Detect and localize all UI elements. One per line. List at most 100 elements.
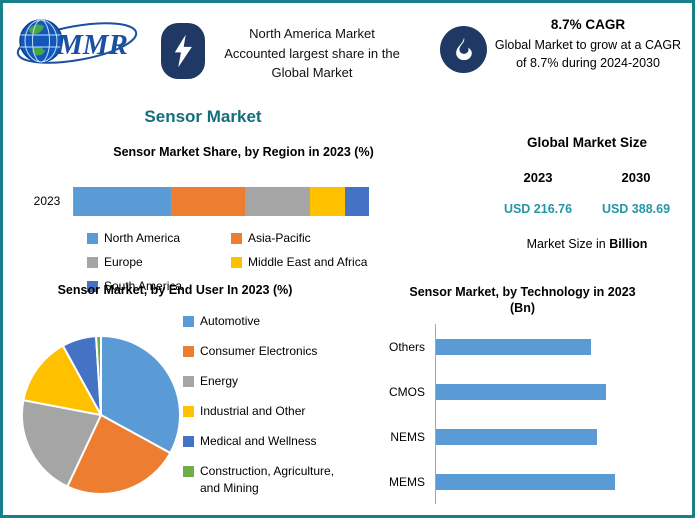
pie-slice-industrial-and-other [22,344,103,417]
bar-segment-north-america [74,186,172,216]
flame-icon [440,26,487,73]
tech-bar-track [435,324,690,370]
cagr-title: 8.7% CAGR [550,17,626,32]
region-stacked-bar [73,186,369,216]
legend-item-asia-pacific: Asia-Pacific [231,230,466,247]
tech-bar-track [435,414,690,460]
page-title: Sensor Market [144,107,262,126]
tech-bar-row-nems: NEMS [355,414,690,460]
highlight-line: Accounted largest share in the [224,45,400,61]
technology-chart-section: Sensor Market, by Technology in 2023 (Bn)… [355,285,690,505]
legend-label: Automotive [200,314,261,328]
bar-segment-europe [245,186,310,216]
tech-category-label: NEMS [390,429,425,444]
legend-label: Energy [200,374,239,388]
tech-bar-row-mems: MEMS [355,459,690,505]
tech-bar-mems [436,473,616,490]
year-label: 2030 [621,170,651,185]
tech-category-label: CMOS [389,384,425,399]
region-chart-title: Sensor Market Share, by Region in 2023 (… [113,145,374,159]
legend-swatch [183,436,194,447]
tech-category-label: MEMS [389,474,425,489]
region-legend: North America Asia-Pacific Europe Middle Ea… [87,230,466,295]
legend-item-south-america: South America [87,278,227,295]
pie-slice-energy [21,399,103,488]
legend-swatch [87,280,98,292]
pie-chart-title: Sensor Market, by End User In 2023 (%) [57,283,293,297]
region-category-label: 2023 [33,194,61,209]
legend-label: Industrial and Other [200,404,306,418]
flame-glyph [455,37,472,60]
tech-title-line: Sensor Market, by Technology in 2023 [409,285,636,299]
mmr-logo: MMR [13,11,153,75]
pie-slice-construction-agriculture-and-mining [94,334,102,416]
tech-bar-nems [436,428,598,445]
legend-swatch [183,346,194,357]
market-value: USD 388.69 [601,202,671,216]
legend-item-automotive: Automotive [183,313,351,330]
legend-swatch [183,316,194,327]
market-value: USD 216.76 [503,202,573,216]
highlight-line: Global Market [271,65,353,80]
legend-swatch [231,256,242,268]
tech-title-line: (Bn) [510,300,535,315]
legend-label: Europe [104,254,143,269]
lightning-bolt-glyph [174,34,192,68]
legend-item-europe: Europe [87,254,227,271]
tech-bar-row-cmos: CMOS [355,369,690,415]
bar-segment-south-america [345,186,369,216]
cagr-block: 8.7% CAGR Global Market to grow at a CAG… [493,17,683,72]
legend-swatch [183,466,194,477]
svg-text:MMR: MMR [56,29,128,61]
technology-chart-title: Sensor Market, by Technology in 2023 (Bn) [355,285,690,316]
market-size-title: Global Market Size [526,135,648,150]
legend-swatch [231,232,242,244]
global-market-size-panel: Global Market Size 2023 2030 USD 216.76 … [489,135,685,251]
legend-swatch [87,256,98,268]
end-user-pie-chart [21,334,181,495]
lightning-icon [161,23,205,79]
note-prefix: Market Size in [526,237,610,251]
header-highlight-text: North America Market Accounted largest s… [209,24,415,83]
region-chart-plot: 2023 [21,186,466,216]
legend-item-middle-east-and-africa: Middle East and Africa [231,254,466,271]
legend-label: Asia-Pacific [248,230,311,245]
legend-swatch [183,406,194,417]
legend-item-north-america: North America [87,230,227,247]
market-size-values: USD 216.76 USD 388.69 [489,202,685,216]
technology-bar-chart: Others CMOS NEMS MEMS [355,324,690,505]
note-bold: Billion [609,237,648,251]
pie-slice-automotive [100,334,181,455]
legend-label: North America [104,230,181,245]
legend-item-industrial-and-other: Industrial and Other [183,403,351,420]
legend-label: Medical and Wellness [200,434,317,448]
legend-swatch [87,232,98,244]
globe-icon: MMR [16,19,138,64]
legend-item-medical-and-wellness: Medical and Wellness [183,433,351,450]
highlight-line: North America Market [249,26,375,41]
pie-slice-consumer-electronics [66,413,172,495]
bar-segment-asia-pacific [171,186,246,216]
legend-item-consumer-electronics: Consumer Electronics [183,343,351,360]
legend-swatch [183,376,194,387]
tech-category-label: Others [388,339,425,354]
market-size-note: Market Size in Billion [489,237,685,251]
legend-label: Construction, Agriculture, and Mining [200,464,335,495]
year-label: 2023 [523,170,553,185]
tech-bar-cmos [436,383,607,400]
legend-label: Consumer Electronics [200,344,318,358]
tech-bar-others [436,338,592,355]
tech-bar-row-others: Others [355,324,690,370]
legend-item-construction-agriculture-and-mining: Construction, Agriculture, and Mining [183,463,351,497]
region-share-chart-section: Sensor Market Share, by Region in 2023 (… [21,145,466,295]
market-size-years: 2023 2030 [489,170,685,185]
pie-legend: Automotive Consumer Electronics Energy Indu… [183,313,351,497]
legend-label: Middle East and Africa [248,254,368,269]
legend-label: South America [104,278,183,293]
cagr-text: Global Market to grow at a CAGR of 8.7% … [494,38,682,71]
bar-segment-middle-east-and-africa [309,186,346,216]
tech-bar-track [435,369,690,415]
tech-bar-track [435,459,690,505]
end-user-pie-section: Sensor Market, by End User In 2023 (%) A… [15,283,350,508]
